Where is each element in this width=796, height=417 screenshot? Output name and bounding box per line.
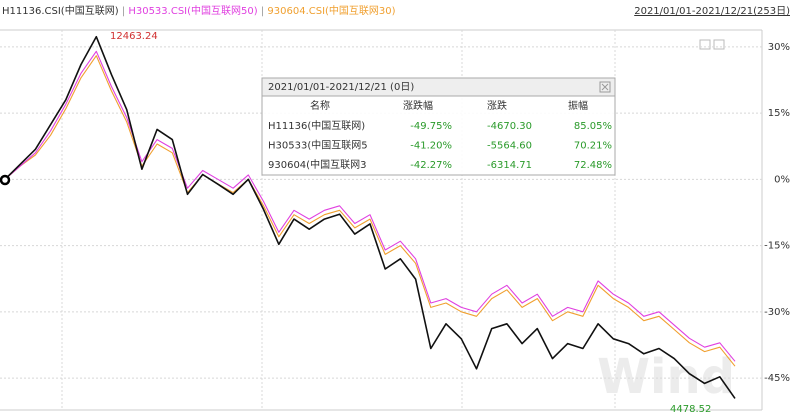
min-label: 4478.52 (670, 404, 711, 415)
y-tick-label: -15% (764, 241, 790, 252)
close-icon (601, 83, 609, 91)
subtitle: 2021/01/01-2021/12/21(253日) (634, 6, 790, 17)
table-cell: -5564.60 (487, 141, 532, 152)
series-line (4, 50, 736, 362)
y-tick-label: -30% (764, 307, 790, 318)
table-cell: 72.48% (574, 160, 612, 171)
icon[interactable] (713, 39, 725, 50)
legend: H11136.CSI(中国互联网) | H30533.CSI(中国互联网50) … (2, 4, 396, 17)
column-header: 涨跌 (487, 99, 507, 112)
table-cell: H11136(中国互联网) (268, 119, 365, 132)
y-tick-label: 0% (774, 174, 790, 185)
info-header (261, 77, 616, 97)
table-cell: -6314.71 (487, 160, 532, 171)
column-header: 名称 (310, 99, 330, 112)
y-tick-label: 30% (768, 42, 790, 53)
table-cell: 70.21% (574, 141, 612, 152)
series-line (4, 35, 736, 399)
table-cell: -49.75% (410, 121, 452, 132)
legend-entry: 930604.CSI(中国互联网30) (267, 4, 395, 17)
series-line (4, 55, 736, 367)
max-label: 12463.24 (110, 31, 158, 42)
watermark: Wind (597, 349, 735, 405)
y-tick-label: -45% (764, 373, 790, 384)
table-cell: -42.27% (410, 160, 452, 171)
info-header-text: 2021/01/01-2021/12/21 (0日) (268, 82, 414, 93)
table-cell: -4670.30 (487, 121, 532, 132)
y-tick-label: 15% (768, 108, 790, 119)
legend-entry: H11136.CSI(中国互联网) (2, 4, 119, 17)
table-cell: H30533(中国互联网5 (268, 139, 368, 152)
legend-entry: H30533.CSI(中国互联网50) (128, 4, 257, 17)
icon[interactable] (699, 39, 711, 50)
close-button[interactable] (599, 81, 611, 93)
column-header: 振幅 (568, 99, 588, 112)
table-cell: 85.05% (574, 121, 612, 132)
start-marker (0, 174, 11, 186)
table-cell: -41.20% (410, 141, 452, 152)
column-header: 涨跌幅 (403, 99, 433, 112)
table-cell: 930604(中国互联网3 (268, 158, 366, 171)
